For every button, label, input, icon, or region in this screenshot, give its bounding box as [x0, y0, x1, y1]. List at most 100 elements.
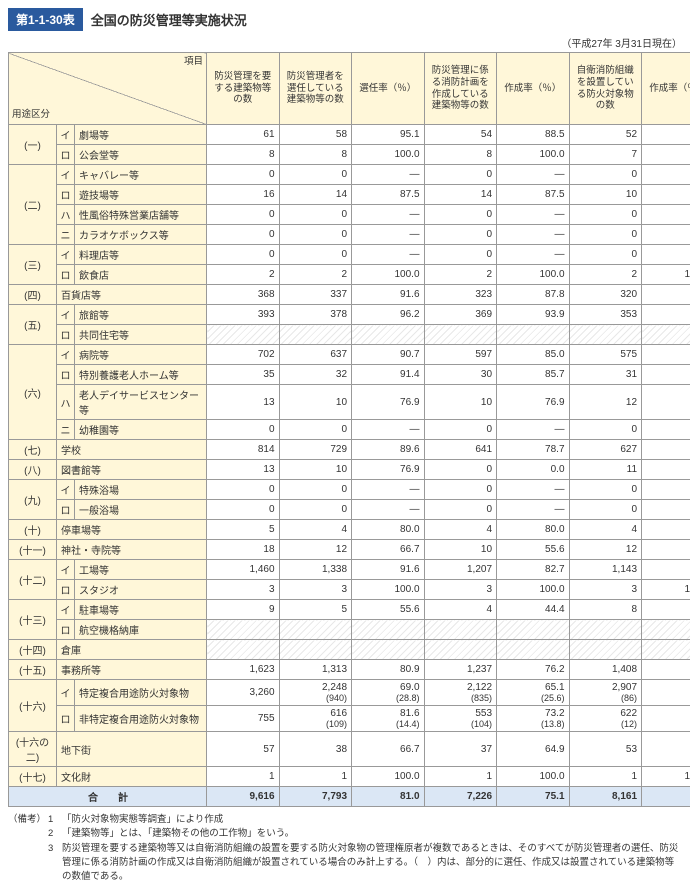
note-number: 2: [48, 827, 62, 841]
table-row: (十四)倉庫: [9, 640, 690, 660]
category-cell: (十三): [9, 600, 57, 640]
value-cell: 2: [424, 265, 497, 285]
value-cell: 89.8: [642, 305, 690, 325]
value-cell: 78.7: [497, 440, 570, 460]
name-cell: 図書館等: [57, 460, 207, 480]
subcategory-cell: ロ: [57, 145, 75, 165]
value-cell: 100.0: [497, 265, 570, 285]
value-cell: 4: [424, 520, 497, 540]
value-cell: 0: [207, 225, 280, 245]
data-table: 用途区分 項目 防災管理を要する建築物等の数 防災管理者を選任している建築物等の…: [8, 52, 690, 807]
table-row: ハ老人デイサービスセンター等131076.91076.91292.3: [9, 385, 690, 420]
value-cell: —: [642, 205, 690, 225]
value-cell: 4: [569, 520, 642, 540]
table-row: ロ飲食店22100.02100.02100.0: [9, 265, 690, 285]
value-cell: 3: [207, 580, 280, 600]
subcategory-cell: ニ: [57, 225, 75, 245]
value-cell: 100.0: [497, 580, 570, 600]
value-cell: 7: [569, 145, 642, 165]
value-cell: 0: [424, 460, 497, 480]
value-cell: 0: [569, 165, 642, 185]
value-cell: 393: [207, 305, 280, 325]
value-cell: [207, 325, 280, 345]
name-cell: 特定複合用途防火対象物: [75, 680, 207, 706]
value-cell: —: [642, 480, 690, 500]
value-cell: 10: [569, 185, 642, 205]
value-cell: —: [497, 245, 570, 265]
value-cell: 1,338: [279, 560, 352, 580]
value-cell: 323: [424, 285, 497, 305]
value-cell: 95.1: [352, 125, 425, 145]
value-cell: 0: [424, 205, 497, 225]
value-cell: 553(104): [424, 706, 497, 732]
value-cell: [424, 620, 497, 640]
value-cell: [424, 640, 497, 660]
notes-label: （備考）: [8, 813, 48, 827]
value-cell: 80.9: [352, 660, 425, 680]
table-row: ロ航空機格納庫: [9, 620, 690, 640]
name-cell: 特別養護老人ホーム等: [75, 365, 207, 385]
value-cell: 1: [207, 767, 280, 787]
value-cell: 2,248(940): [279, 680, 352, 706]
value-cell: 1,143: [569, 560, 642, 580]
value-cell: 8: [424, 145, 497, 165]
total-value: 84.9: [642, 787, 690, 807]
value-cell: —: [352, 500, 425, 520]
value-cell: 729: [279, 440, 352, 460]
value-cell: 702: [207, 345, 280, 365]
value-cell: [497, 640, 570, 660]
table-row: (十五)事務所等1,6231,31380.91,23776.21,40886.8: [9, 660, 690, 680]
value-cell: [569, 640, 642, 660]
value-cell: 3: [424, 580, 497, 600]
value-cell: 8: [279, 145, 352, 165]
category-cell: (五): [9, 305, 57, 345]
category-cell: (十七): [9, 767, 57, 787]
value-cell: 2: [207, 265, 280, 285]
value-cell: 76.2: [497, 660, 570, 680]
value-cell: 10: [424, 540, 497, 560]
value-cell: 353: [569, 305, 642, 325]
table-row: (十六)イ特定複合用途防火対象物3,2602,248(940)69.0(28.8…: [9, 680, 690, 706]
value-cell: 3,260: [207, 680, 280, 706]
name-cell: 老人デイサービスセンター等: [75, 385, 207, 420]
value-cell: 44.4: [497, 600, 570, 620]
value-cell: 85.0: [497, 345, 570, 365]
value-cell: 0: [424, 245, 497, 265]
value-cell: 13: [207, 385, 280, 420]
value-cell: —: [497, 205, 570, 225]
total-label: 合 計: [9, 787, 207, 807]
value-cell: [569, 325, 642, 345]
value-cell: 89.2(2.6): [642, 680, 690, 706]
value-cell: 0: [569, 245, 642, 265]
value-cell: 100.0: [497, 767, 570, 787]
value-cell: 82.7: [497, 560, 570, 580]
value-cell: 3: [279, 580, 352, 600]
value-cell: 93.0: [642, 732, 690, 767]
value-cell: —: [352, 205, 425, 225]
footnotes: （備考）1「防火対象物実態等調査」により作成 2「建築物等」とは、「建築物その他…: [8, 813, 682, 884]
value-cell: 1,623: [207, 660, 280, 680]
category-cell: (四): [9, 285, 57, 305]
name-cell: 劇場等: [75, 125, 207, 145]
value-cell: 18: [207, 540, 280, 560]
value-cell: 91.4: [352, 365, 425, 385]
note-text: 防災管理を要する建築物等又は自衛消防組織の設置を要する防火対象物の管理権原者が複…: [62, 842, 682, 885]
note-text: 「防火対象物実態等調査」により作成: [62, 813, 223, 827]
name-cell: 共同住宅等: [75, 325, 207, 345]
value-cell: 2,907(86): [569, 680, 642, 706]
value-cell: 100.0: [642, 580, 690, 600]
value-cell: 76.9: [352, 385, 425, 420]
name-cell: 航空機格納庫: [75, 620, 207, 640]
value-cell: 0: [207, 245, 280, 265]
value-cell: [642, 325, 690, 345]
value-cell: [207, 620, 280, 640]
value-cell: 0: [279, 245, 352, 265]
value-cell: —: [497, 480, 570, 500]
value-cell: 0: [424, 500, 497, 520]
value-cell: 88.5: [497, 125, 570, 145]
category-cell: (十): [9, 520, 57, 540]
category-cell: (十五): [9, 660, 57, 680]
value-cell: 597: [424, 345, 497, 365]
value-cell: 0: [569, 500, 642, 520]
subcategory-cell: イ: [57, 345, 75, 365]
